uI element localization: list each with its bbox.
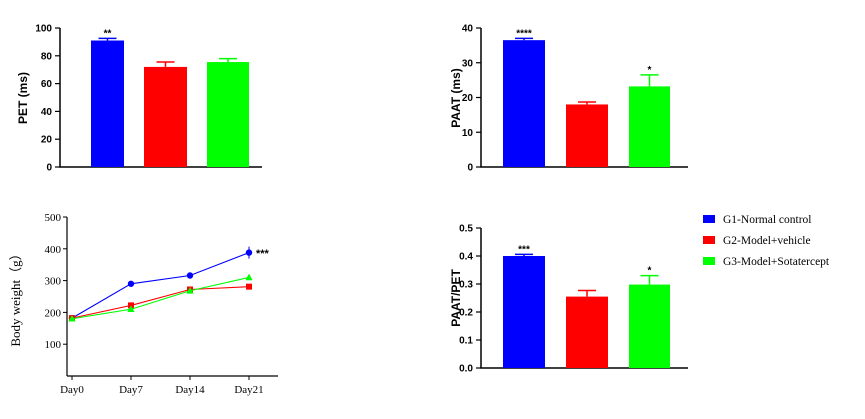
bw-point-g3 (68, 314, 76, 322)
ratio-bars: **** (503, 244, 670, 368)
ratio-y-tick-label: 0.5 (459, 224, 473, 235)
paat-bars: ***** (503, 28, 670, 167)
ratio-y-ticks: 0.0 0.1 0.2 0.3 0.4 0.5 (459, 224, 481, 375)
bw-line-g3 (71, 276, 250, 320)
legend-label-g3: G3-Model+Sotatercept (723, 256, 830, 268)
bw-x-tick-label: Day14 (175, 384, 205, 396)
bw-point-g3 (245, 273, 253, 281)
pet-y-tick-label: 20 (41, 135, 53, 146)
bw-y-tick-label: 200 (45, 307, 62, 319)
paat-y-tick-label: 20 (462, 93, 474, 104)
pet-y-tick-label: 100 (35, 24, 52, 35)
bw-y-tick-label: 500 (45, 212, 62, 224)
paat-bar-g1 (503, 40, 545, 167)
ratio-y-tick-label: 0.1 (459, 336, 473, 347)
bw-point-g2 (246, 283, 252, 290)
bw-line-g2 (71, 286, 250, 319)
pet-y-tick-label: 60 (41, 79, 53, 90)
ratio-y-tick-label: 0.2 (459, 308, 473, 319)
ratio-bar-g1 (503, 256, 545, 368)
ratio-significance-g1: *** (518, 244, 530, 255)
legend-label-g1: G1-Normal control (723, 214, 811, 226)
paat-y-label: PAAT (ms) (449, 68, 463, 128)
bw-point-g1 (127, 280, 135, 287)
legend-swatch-g2 (703, 236, 715, 244)
pet-bar-g2 (144, 66, 187, 167)
ratio-bar-g2 (566, 296, 608, 368)
legend-label-g2: G2-Model+vehicle (723, 235, 811, 247)
pet-panel: PET (ms) 0 20 40 60 80 100 ** (16, 24, 262, 174)
pet-y-label: PET (ms) (16, 72, 30, 124)
ratio-panel: PAAT/PET 0.00.10.20.30.40.5 **** (449, 224, 688, 375)
legend-swatch-g3 (703, 257, 715, 265)
paat-y-ticks: 0 10 20 30 40 (462, 24, 481, 174)
bw-point-g1 (186, 272, 194, 279)
bw-point-g3 (127, 305, 135, 313)
ratio-y-tick-label: 0.3 (459, 280, 473, 291)
pet-y-tick-label: 80 (41, 51, 53, 62)
paat-y-tick-label: 10 (462, 128, 474, 139)
paat-bar-g3 (629, 86, 670, 167)
bw-point-g3 (186, 286, 194, 294)
pet-significance-g1: ** (104, 28, 112, 39)
legend: G1-Normal control G2-Model+vehicle G3-Mo… (703, 214, 830, 268)
pet-y-ticks: 0 20 40 60 80 100 (35, 24, 60, 174)
bw-line-g1 (71, 252, 250, 319)
bw-significance: *** (256, 248, 270, 260)
ratio-y-tick-label: 0.0 (459, 364, 473, 375)
ratio-bar-g3 (629, 284, 670, 368)
pet-bar-g3 (207, 62, 249, 167)
bw-y-tick-label: 300 (45, 276, 62, 288)
paat-significance-g1: **** (516, 28, 532, 39)
ratio-significance-g3: * (648, 266, 652, 277)
pet-bar-g1 (91, 40, 124, 168)
bw-x-tick-label: Day21 (234, 384, 263, 396)
bw-x-ticks: Day0 Day7 Day14 Day21 (60, 376, 264, 396)
paat-bar-g2 (566, 104, 608, 167)
bw-y-label: Body weight（g） (8, 247, 23, 346)
bw-y-tick-label: 100 (45, 339, 62, 351)
bw-point-g2 (128, 302, 134, 309)
bw-y-ticks: 100 200 300 400 500 (45, 212, 67, 351)
paat-y-tick-label: 30 (462, 58, 474, 69)
bw-lines (68, 246, 253, 322)
pet-y-tick-label: 40 (41, 107, 53, 118)
ratio-y-label: PAAT/PET (449, 269, 463, 327)
legend-swatch-g1 (703, 215, 715, 223)
ratio-y-tick-label: 0.4 (459, 252, 473, 263)
bw-x-tick-label: Day0 (60, 384, 84, 396)
bw-y-tick-label: 400 (45, 244, 62, 256)
paat-y-tick-label: 40 (462, 24, 474, 35)
pet-bars: ** (91, 28, 249, 168)
paat-y-tick-label: 0 (467, 163, 473, 174)
pet-y-tick-label: 0 (46, 163, 52, 174)
bw-x-tick-label: Day7 (119, 384, 143, 396)
paat-significance-g3: * (648, 65, 652, 76)
